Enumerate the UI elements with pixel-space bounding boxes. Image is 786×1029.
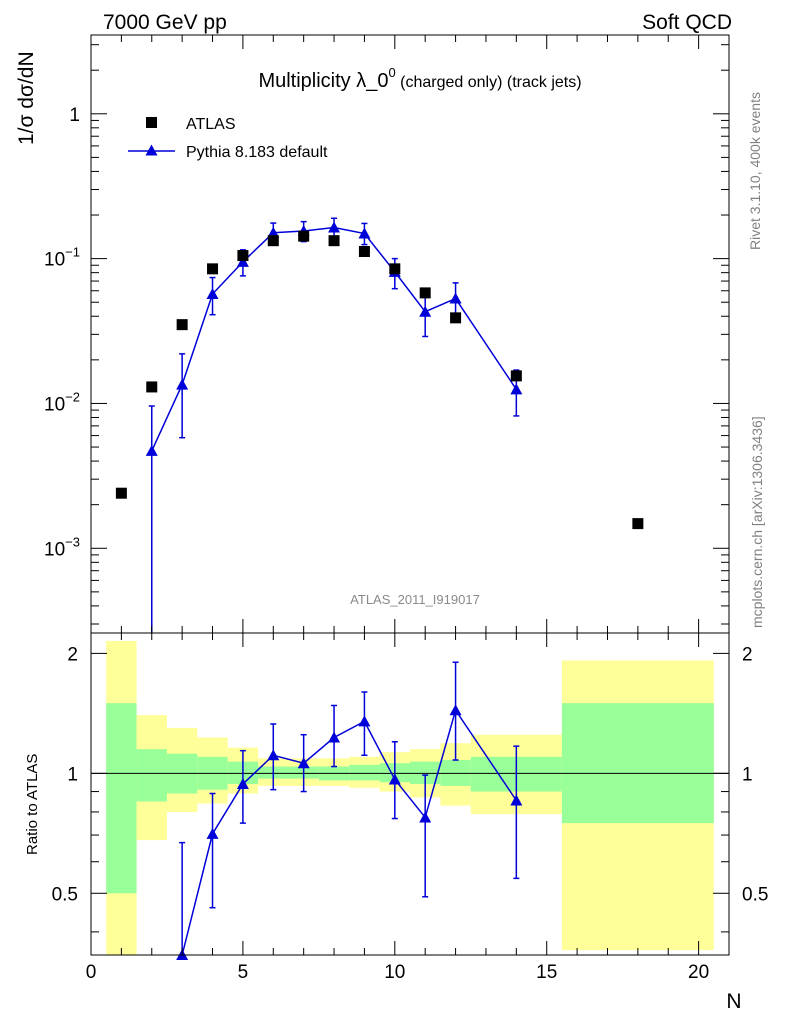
x-tick-label: 10 [384,962,405,983]
pythia-point [449,292,462,304]
pythia-point [358,227,371,239]
legend: ATLAS Pythia 8.183 default [128,116,328,161]
ratio-point [328,731,341,743]
pythia-point [145,444,158,456]
pythia-point [419,305,432,317]
atlas-point [267,235,279,247]
ratio-band-inner [410,761,441,785]
x-axis-label: N [726,990,741,1013]
ratio-point [419,811,432,823]
legend-atlas-marker [146,117,157,128]
legend-atlas-label: ATLAS [186,116,236,133]
main-axes: 1 10−1 10−2 10−3 [44,35,730,633]
legend-pythia-label: Pythia 8.183 default [186,144,328,161]
main-y-tick-label: 10−1 [44,245,80,271]
ratio-y-tick-label-right: 2 [742,644,753,665]
mcplots-label: mcplots.cern.ch [arXiv:1306.3436] [749,416,765,628]
ratio-frame [90,632,730,956]
main-panel: 1 10−1 10−2 10−3 Multiplicity λ_00 (charged… [15,34,730,634]
atlas-point [146,381,158,393]
ratio-band-inner [106,703,137,894]
main-y-tick-label: 10−2 [44,389,80,415]
ratio-point [388,773,401,785]
x-tick-label: 20 [688,962,709,983]
atlas-point [207,263,219,275]
atlas-point [328,235,340,247]
ratio-point [510,794,523,806]
rivet-label: Rivet 3.1.10, 400k events [747,92,763,250]
x-tick-label: 15 [536,962,557,983]
ratio-panel: 0 5 10 15 20 0.5 0.5 1 1 2 2 Ratio to ATLAS N [24,632,768,1013]
main-y-tick-label: 10−3 [44,534,80,560]
ratio-y-tick-label-right: 1 [742,764,753,785]
ratio-y-tick-label: 2 [67,644,78,665]
atlas-point [450,312,462,324]
header-category: Soft QCD [642,11,732,34]
ratio-y-tick-label: 0.5 [52,884,78,905]
ratio-axes: 0 5 10 15 20 0.5 0.5 1 1 2 2 [52,633,768,983]
ratio-y-tick-label-right: 0.5 [742,884,768,905]
ratio-point [297,757,310,769]
ratio-band-inner [561,703,714,824]
main-y-axis-label: 1/σ dσ/dN [15,51,38,145]
atlas-point [237,250,249,262]
atlas-point [298,230,310,242]
pythia-line [151,226,517,452]
ratio-point [206,827,219,839]
atlas-point [389,263,401,275]
ratio-band-inner [136,749,167,802]
ratio-point [358,715,371,727]
header-energy: 7000 GeV pp [103,11,227,34]
ratio-point [236,778,249,790]
ratio-band-inner [349,764,380,781]
analysis-label: ATLAS_2011_I919017 [350,592,480,607]
ratio-y-axis-label: Ratio to ATLAS [24,754,41,855]
pythia-point [328,221,341,233]
legend-pythia-marker [145,144,158,156]
x-tick-label: 5 [238,962,249,983]
ratio-point [449,704,462,716]
pythia-point [267,226,280,238]
ratio-point [267,749,280,761]
atlas-point [419,287,431,299]
pythia-point [236,255,249,267]
pythia-point [206,287,219,299]
atlas-point [358,245,370,257]
atlas-point [632,518,644,530]
main-plot-content [115,217,644,633]
pythia-point [176,378,189,390]
ratio-y-tick-label: 1 [67,764,78,785]
atlas-point [510,370,522,382]
atlas-point [115,487,127,499]
atlas-point [176,319,188,331]
ratio-plot-content [91,640,729,960]
main-title: Multiplicity λ_00 (charged only) (track … [258,65,581,92]
pythia-point [510,383,523,395]
x-tick-label: 0 [86,962,97,983]
main-y-tick-label: 1 [69,105,80,126]
